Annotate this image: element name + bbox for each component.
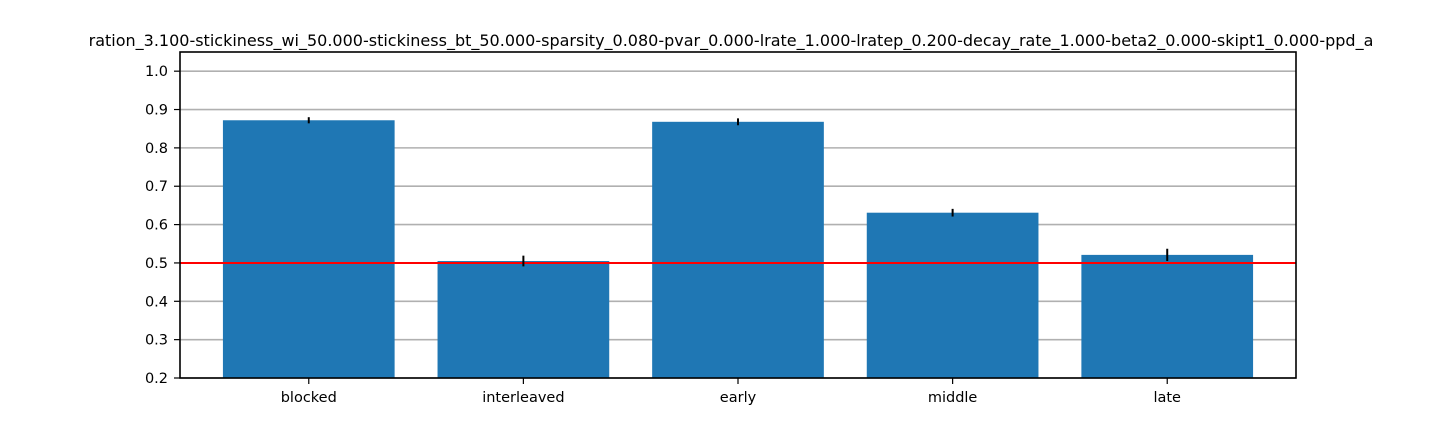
y-tick-label: 0.9 — [145, 103, 168, 119]
y-tick-label: 0.5 — [145, 256, 168, 272]
chart-title: ration_3.100-stickiness_wi_50.000-sticki… — [89, 31, 1374, 51]
y-tick-label: 0.2 — [145, 371, 168, 387]
x-tick-label: middle — [928, 390, 978, 406]
x-tick-label: interleaved — [482, 390, 564, 406]
bar-interleaved — [437, 261, 610, 378]
bar-late — [1081, 254, 1254, 378]
bars — [222, 120, 1254, 378]
y-tick-label: 1.0 — [145, 64, 168, 80]
y-tick-label: 0.6 — [145, 218, 168, 234]
y-axis: 0.2 0.3 0.4 0.5 0.6 0.7 0.8 0.9 1.0 — [145, 64, 180, 387]
x-tick-label: blocked — [281, 390, 337, 406]
y-tick-label: 0.3 — [145, 333, 168, 349]
error-bars — [307, 117, 1169, 267]
bar-blocked — [222, 120, 395, 378]
x-axis: blocked interleaved early middle late — [281, 378, 1181, 406]
x-tick-label: late — [1153, 390, 1181, 406]
bar-early — [652, 121, 824, 378]
x-tick-label: early — [720, 390, 757, 406]
y-tick-label: 0.8 — [145, 141, 168, 157]
y-tick-label: 0.7 — [145, 179, 168, 195]
bar-middle — [866, 212, 1039, 378]
y-tick-label: 0.4 — [145, 294, 168, 310]
